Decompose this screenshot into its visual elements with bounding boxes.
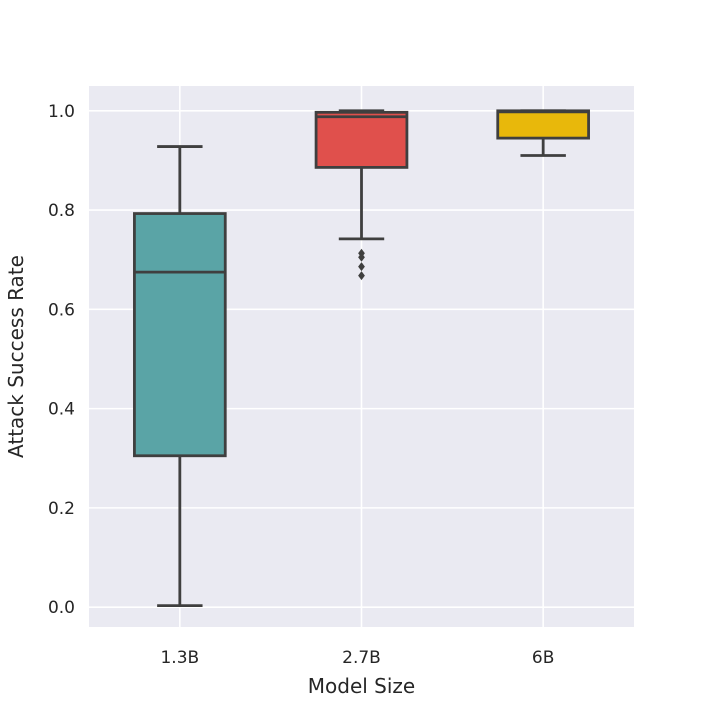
box-group [496, 109, 590, 157]
outlier-point [358, 252, 365, 262]
iqr-box [133, 212, 227, 458]
y-tick-label: 0.0 [48, 598, 75, 618]
x-tick-label: 2.7B [342, 648, 381, 668]
iqr-box [314, 110, 409, 169]
y-tick-label: 0.4 [48, 400, 75, 420]
box-group [133, 145, 227, 608]
y-tick-label: 0.2 [48, 499, 75, 519]
x-axis-label: Model Size [308, 674, 415, 698]
box-group [314, 109, 409, 281]
outlier-point [358, 262, 365, 272]
y-tick-label: 1.0 [48, 102, 75, 122]
x-tick-label: 1.3B [160, 648, 199, 668]
outlier-point [358, 271, 365, 281]
x-tick-label: 6B [532, 648, 554, 668]
y-axis-label: Attack Success Rate [4, 255, 28, 458]
y-tick-label: 0.6 [48, 300, 75, 320]
y-tick-label: 0.8 [48, 201, 75, 221]
iqr-box [496, 109, 590, 140]
